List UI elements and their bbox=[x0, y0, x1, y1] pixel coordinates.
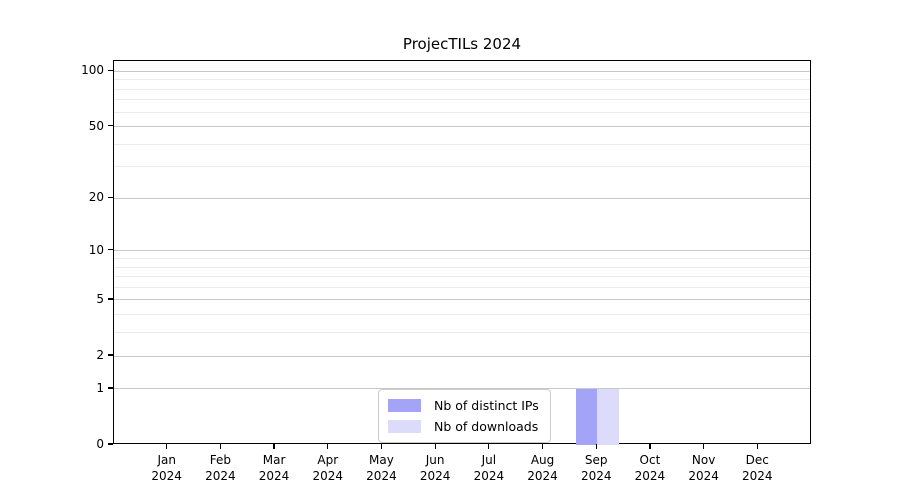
x-tick-label: Oct 2024 bbox=[634, 453, 666, 483]
y-tick bbox=[108, 298, 113, 300]
gridline-minor bbox=[114, 266, 810, 268]
y-tick bbox=[108, 443, 113, 445]
gridline-minor bbox=[114, 79, 810, 81]
legend-item: Nb of distinct IPs bbox=[388, 397, 539, 414]
gridline-major bbox=[114, 299, 810, 301]
x-tick-label: Apr 2024 bbox=[312, 453, 344, 483]
gridline-minor bbox=[114, 314, 810, 316]
legend-label: Nb of distinct IPs bbox=[434, 398, 539, 413]
x-tick-label: Nov 2024 bbox=[688, 453, 719, 483]
x-tick bbox=[273, 444, 275, 449]
gridline-minor bbox=[114, 257, 810, 259]
gridline-major bbox=[114, 250, 810, 252]
x-tick-label: Jul 2024 bbox=[473, 453, 505, 483]
x-tick-label: Aug 2024 bbox=[527, 453, 558, 483]
y-tick-label: 0 bbox=[96, 437, 104, 451]
y-tick-label: 1 bbox=[96, 380, 104, 395]
y-tick-label: 20 bbox=[88, 190, 104, 205]
y-tick bbox=[108, 124, 113, 127]
x-tick-label: May 2024 bbox=[366, 453, 397, 483]
x-tick bbox=[488, 444, 490, 449]
x-tick bbox=[166, 444, 168, 449]
x-tick bbox=[541, 444, 544, 449]
x-tick-label: Mar 2024 bbox=[258, 453, 290, 483]
x-tick-label: Sep 2024 bbox=[580, 453, 612, 483]
x-tick bbox=[380, 444, 383, 449]
gridline-minor bbox=[114, 166, 810, 168]
y-tick-label: 50 bbox=[88, 118, 104, 133]
gridline-minor bbox=[114, 99, 810, 101]
y-tick bbox=[108, 354, 113, 356]
x-tick bbox=[702, 444, 705, 449]
x-tick bbox=[756, 444, 758, 449]
y-tick bbox=[108, 249, 113, 251]
x-tick-label: Feb 2024 bbox=[205, 453, 236, 483]
y-tick-label: 5 bbox=[96, 291, 104, 306]
bar-nb-of-downloads bbox=[597, 388, 619, 445]
legend-item: Nb of downloads bbox=[388, 418, 539, 435]
y-tick bbox=[108, 387, 113, 389]
x-tick-label: Jan 2024 bbox=[151, 453, 182, 483]
x-tick bbox=[434, 444, 436, 449]
gridline-major bbox=[114, 355, 810, 357]
x-tick-label: Dec 2024 bbox=[742, 453, 773, 483]
gridline-major bbox=[114, 126, 810, 127]
legend-swatch bbox=[388, 399, 421, 412]
x-tick bbox=[327, 444, 329, 449]
y-tick bbox=[108, 69, 113, 71]
bar-nb-of-distinct-ips bbox=[575, 388, 598, 445]
gridline-major bbox=[114, 388, 810, 390]
gridline-minor bbox=[114, 111, 810, 113]
gridline-minor bbox=[114, 332, 810, 334]
gridline-minor bbox=[114, 88, 810, 90]
y-tick bbox=[108, 196, 113, 199]
x-tick bbox=[219, 444, 222, 449]
gridline-minor bbox=[114, 286, 810, 288]
y-tick-label: 10 bbox=[88, 242, 104, 257]
x-tick-label: Jun 2024 bbox=[419, 453, 451, 483]
chart-title: ProjecTILs 2024 bbox=[402, 35, 522, 53]
x-tick bbox=[649, 444, 651, 449]
gridline-minor bbox=[114, 276, 810, 278]
y-tick-label: 2 bbox=[96, 348, 104, 362]
legend: Nb of distinct IPs Nb of downloads bbox=[378, 389, 551, 443]
gridline-major bbox=[114, 70, 810, 72]
x-tick bbox=[595, 444, 597, 449]
y-tick-label: 100 bbox=[81, 63, 104, 78]
plot-area: Nb of distinct IPs Nb of downloads bbox=[113, 60, 811, 445]
gridline-major bbox=[114, 197, 810, 199]
gridline-minor bbox=[114, 143, 810, 145]
legend-label: Nb of downloads bbox=[434, 419, 539, 434]
legend-swatch bbox=[388, 420, 421, 433]
